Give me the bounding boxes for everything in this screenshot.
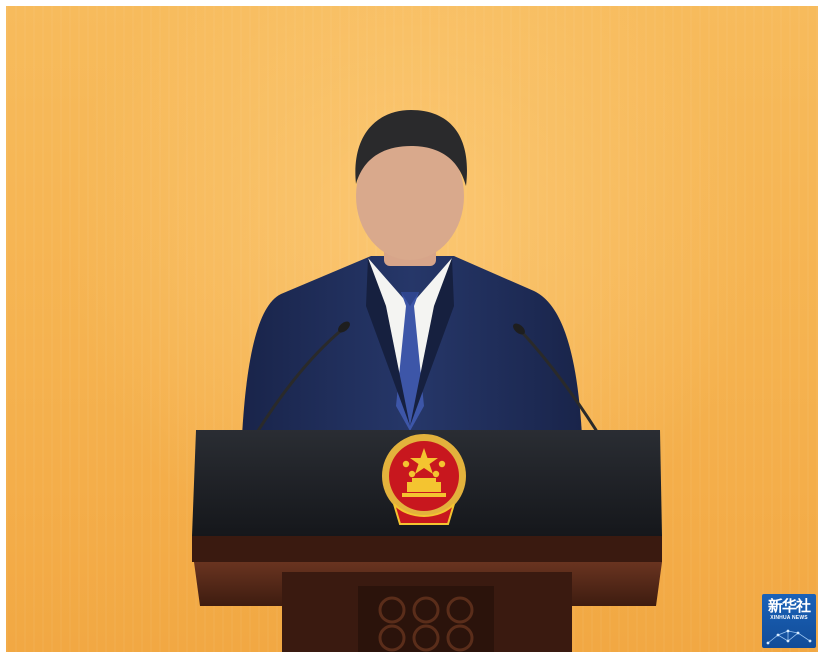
speaker-scene bbox=[192, 110, 662, 652]
logo-text-cn: 新华社 bbox=[767, 597, 811, 615]
photo: 新华社 XINHUA NEWS bbox=[6, 6, 818, 652]
speaker-silhouette bbox=[242, 110, 582, 436]
podium bbox=[192, 430, 662, 652]
logo-text-en: XINHUA NEWS bbox=[770, 615, 808, 621]
xinhua-logo: 新华社 XINHUA NEWS bbox=[762, 594, 816, 648]
microphones bbox=[254, 326, 598, 436]
network-icon bbox=[766, 629, 812, 645]
national-emblem bbox=[382, 434, 466, 525]
